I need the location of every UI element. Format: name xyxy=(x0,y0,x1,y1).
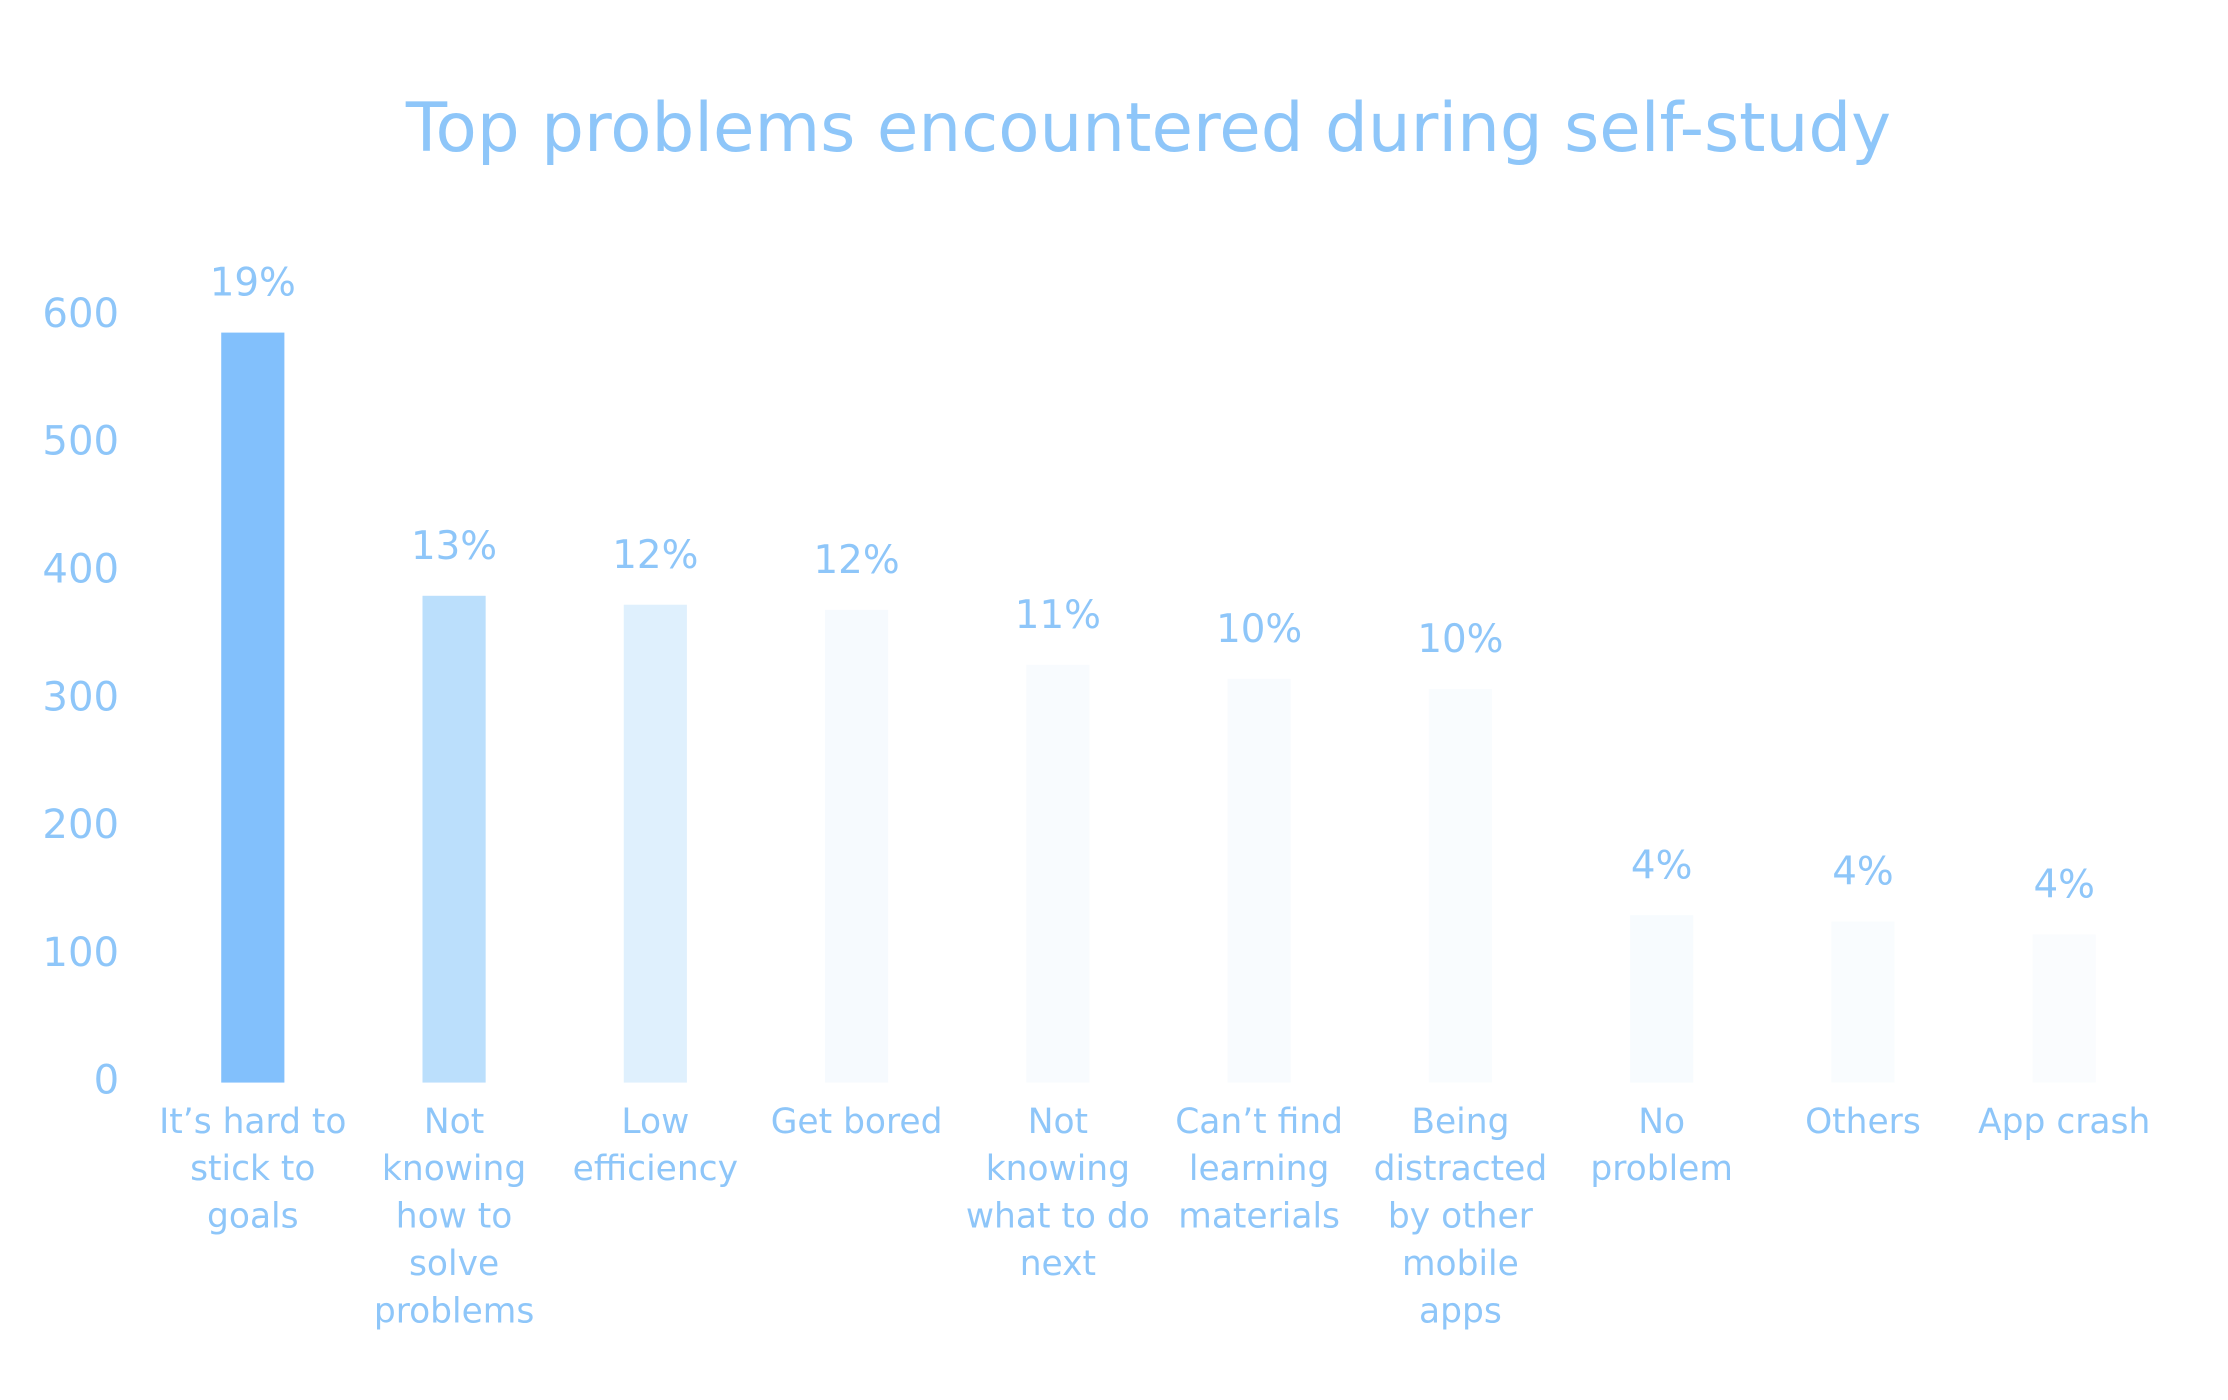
bar xyxy=(1630,915,1694,1083)
value-label: 4% xyxy=(2033,862,2094,907)
value-label: 12% xyxy=(612,533,698,578)
x-tick-label: Not knowing what to do next xyxy=(966,1101,1150,1283)
x-tick-label: Low efficiency xyxy=(573,1101,738,1188)
label-line: Can’t find xyxy=(1175,1101,1343,1141)
label-line: problems xyxy=(374,1291,534,1331)
label-line: efficiency xyxy=(573,1149,738,1189)
label-line: stick to xyxy=(190,1149,315,1189)
label-line: materials xyxy=(1178,1196,1340,1236)
bar xyxy=(1428,689,1492,1083)
y-tick-label: 300 xyxy=(42,674,119,720)
x-tick-label: No problem xyxy=(1590,1101,1733,1188)
label-line: problem xyxy=(1590,1149,1733,1189)
bar xyxy=(221,332,285,1083)
y-tick-label: 0 xyxy=(94,1058,120,1104)
x-tick-label: Not knowing how to solve problems xyxy=(374,1101,534,1330)
label-line: learning xyxy=(1189,1149,1330,1189)
label-line: how to xyxy=(396,1196,513,1236)
value-label: 19% xyxy=(210,261,296,306)
label-line: next xyxy=(1020,1243,1096,1283)
label-line: knowing xyxy=(382,1149,526,1189)
label-line: Others xyxy=(1805,1101,1921,1141)
value-label: 13% xyxy=(411,524,497,569)
x-tick-label: Being distracted by other mobile apps xyxy=(1374,1101,1548,1330)
label-line: Being xyxy=(1411,1101,1509,1141)
label-line: No xyxy=(1638,1101,1685,1141)
bar xyxy=(623,604,687,1083)
value-label: 4% xyxy=(1832,850,1893,895)
bar xyxy=(825,609,889,1083)
y-tick-label: 400 xyxy=(42,547,119,593)
bar xyxy=(422,595,486,1083)
x-tick-label: App crash xyxy=(1978,1101,2150,1141)
value-label: 12% xyxy=(814,538,900,583)
value-label: 10% xyxy=(1417,617,1503,662)
y-tick-label: 500 xyxy=(42,419,119,465)
label-line: Get bored xyxy=(771,1101,943,1141)
bar xyxy=(1831,921,1895,1083)
label-line: by other xyxy=(1388,1196,1534,1236)
bar xyxy=(2032,934,2096,1083)
y-tick-label: 100 xyxy=(42,930,119,976)
label-line: It’s hard to xyxy=(159,1101,346,1141)
x-tick-label: It’s hard to stick to goals xyxy=(159,1101,346,1236)
label-line: Low xyxy=(621,1101,689,1141)
label-line: Not xyxy=(1028,1101,1088,1141)
bar xyxy=(1026,664,1090,1083)
chart-title: Top problems encountered during self-stu… xyxy=(405,88,1891,167)
label-line: App crash xyxy=(1978,1101,2150,1141)
value-label: 10% xyxy=(1216,607,1302,652)
label-line: solve xyxy=(409,1243,499,1283)
y-tick-label: 600 xyxy=(42,291,119,337)
label-line: goals xyxy=(207,1196,299,1236)
label-line: knowing xyxy=(986,1149,1130,1189)
label-line: distracted xyxy=(1374,1149,1548,1189)
y-tick-label: 200 xyxy=(42,802,119,848)
label-line: Not xyxy=(424,1101,484,1141)
x-tick-label: Get bored xyxy=(771,1101,943,1141)
value-label: 11% xyxy=(1015,593,1101,638)
value-label: 4% xyxy=(1631,843,1692,888)
x-tick-label: Others xyxy=(1805,1101,1921,1141)
x-tick-label: Can’t find learning materials xyxy=(1175,1101,1343,1236)
label-line: what to do xyxy=(966,1196,1150,1236)
label-line: apps xyxy=(1419,1291,1502,1331)
label-line: mobile xyxy=(1402,1243,1519,1283)
bar xyxy=(1227,678,1291,1083)
